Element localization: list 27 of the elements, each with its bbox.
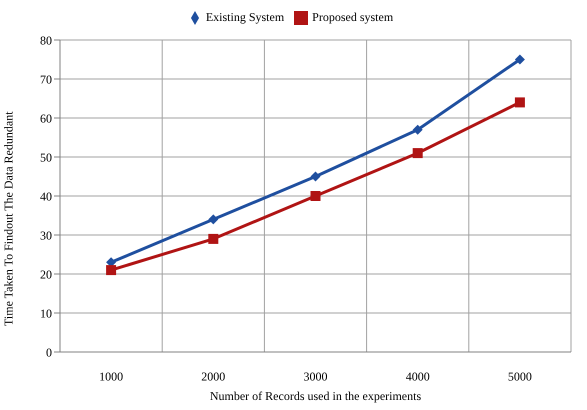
x-axis-title: Number of Records used in the experiments bbox=[210, 389, 422, 403]
point bbox=[514, 97, 525, 108]
x-tick-label: 3000 bbox=[304, 370, 328, 384]
y-tick-label: 40 bbox=[40, 189, 52, 204]
point bbox=[310, 191, 320, 201]
point bbox=[514, 54, 525, 64]
y-tick-label: 10 bbox=[40, 306, 52, 320]
point bbox=[412, 148, 423, 158]
point bbox=[208, 214, 218, 224]
y-tick-label: 0 bbox=[46, 345, 52, 360]
legend-label: Existing System bbox=[206, 10, 284, 24]
point bbox=[310, 172, 320, 182]
x-tick-label: 2000 bbox=[201, 370, 226, 384]
x-tick-label: 1000 bbox=[99, 370, 124, 384]
y-tick-label: 50 bbox=[40, 150, 52, 164]
y-axis-title: Time Taken To Findout The Data Redundant bbox=[1, 110, 16, 326]
y-tick-label: 60 bbox=[40, 111, 52, 126]
x-tick-label: 5000 bbox=[508, 370, 532, 384]
point bbox=[208, 234, 218, 244]
y-tick-label: 20 bbox=[40, 267, 52, 282]
y-tick-label: 30 bbox=[40, 228, 52, 242]
legend-label: Proposed system bbox=[312, 10, 394, 24]
point bbox=[412, 124, 423, 135]
x-tick-label: 4000 bbox=[406, 370, 430, 384]
point bbox=[106, 265, 116, 276]
y-tick-label: 70 bbox=[40, 72, 52, 86]
y-tick-label: 80 bbox=[40, 33, 52, 48]
